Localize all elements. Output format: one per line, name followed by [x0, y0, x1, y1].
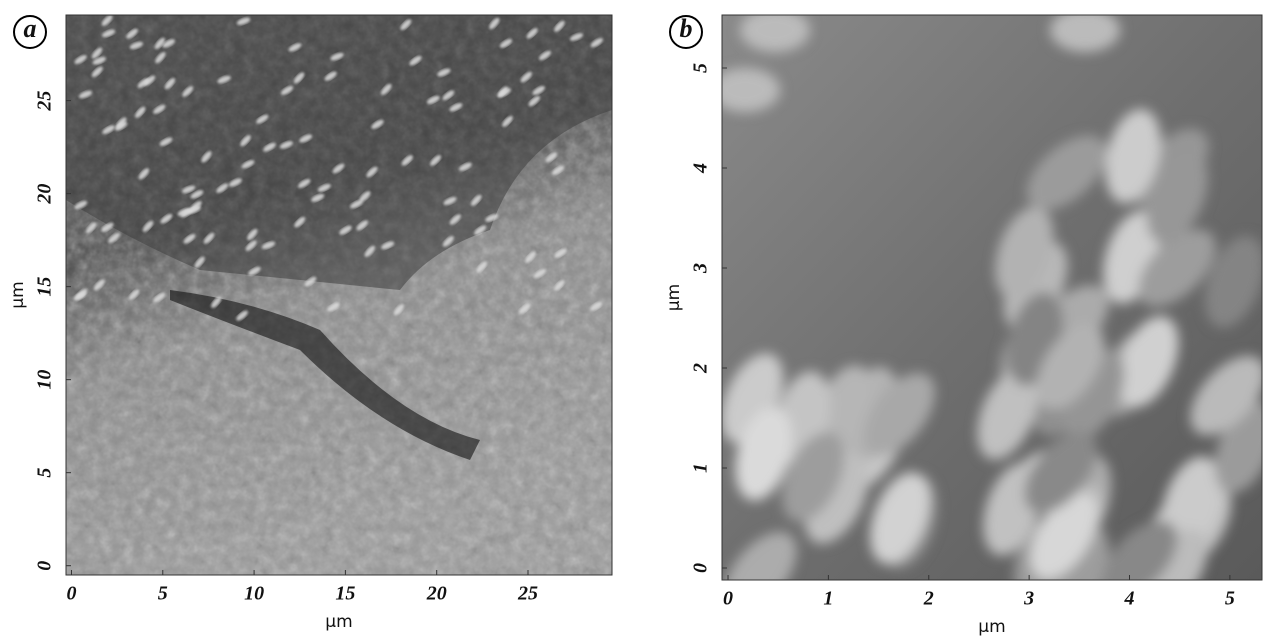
y-axis-label: μm: [8, 281, 28, 308]
panel-label: a: [24, 14, 37, 43]
afm-image: [708, 8, 1271, 626]
panel-label: b: [680, 14, 693, 43]
y-tick-label: 25: [34, 91, 56, 112]
x-tick-label: 2: [923, 588, 934, 610]
y-tick-label: 0: [690, 563, 712, 573]
afm-image: [66, 13, 612, 575]
x-tick-label: 0: [723, 588, 733, 610]
y-tick-label: 2: [690, 363, 712, 374]
x-tick-label: 15: [335, 583, 355, 605]
x-tick-label: 1: [823, 588, 833, 610]
x-tick-label: 5: [158, 583, 168, 605]
y-axis-label: μm: [664, 284, 684, 311]
y-tick-label: 1: [690, 463, 712, 473]
x-tick-label: 4: [1124, 588, 1135, 610]
y-tick-label: 5: [690, 63, 712, 73]
y-tick-label: 3: [690, 263, 712, 274]
y-tick-label: 0: [34, 561, 56, 571]
y-tick-label: 15: [34, 277, 56, 297]
x-tick-label: 25: [517, 583, 538, 605]
x-tick-label: 5: [1225, 588, 1235, 610]
bacterium: [710, 68, 780, 112]
x-tick-label: 10: [244, 583, 264, 605]
x-tick-label: 20: [426, 583, 447, 605]
x-axis-label: μm: [978, 617, 1005, 637]
x-axis-label: μm: [325, 612, 352, 632]
x-tick-label: 0: [66, 583, 76, 605]
x-tick-label: 3: [1023, 588, 1034, 610]
y-tick-label: 5: [34, 468, 56, 478]
figure: 0 5 10 15 20 25 0 5 10 15 20 25 μm μm a 0 1 2 3 4 5 0 1 2 3 4 5 μm μ…: [0, 0, 1271, 639]
y-tick-label: 20: [34, 184, 56, 205]
y-tick-label: 4: [690, 163, 712, 174]
y-tick-label: 10: [34, 370, 56, 390]
